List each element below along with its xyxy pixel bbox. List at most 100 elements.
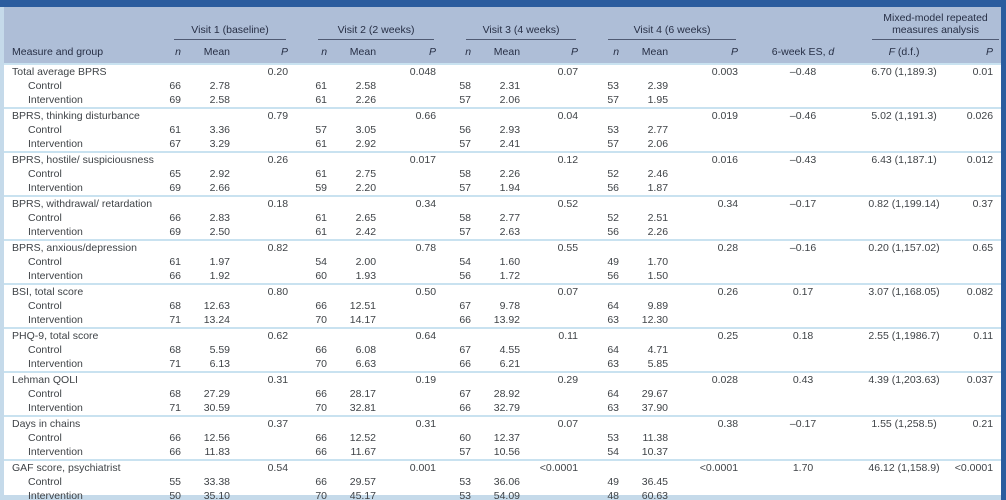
n-cell: 71: [169, 314, 181, 326]
n-cell: [444, 64, 476, 79]
group-label-cell: Intervention: [28, 446, 83, 458]
mean-cell: [476, 196, 528, 211]
f-statistic-cell: 6.70 (1,189.3): [871, 66, 937, 78]
n-cell: 67: [459, 388, 472, 400]
visit-p-cell: [676, 445, 746, 460]
column-header-f: F (d.f.): [860, 40, 949, 64]
visit-p-cell: [384, 313, 444, 328]
visit-p-cell: [238, 93, 296, 108]
spacer-cell: [746, 7, 861, 40]
mean-cell: 27.29: [203, 388, 230, 400]
mean-cell: [332, 372, 384, 387]
effect-size-cell: [746, 343, 860, 357]
column-header-measure: Measure and group: [4, 40, 152, 64]
visit-p-cell: [384, 475, 444, 489]
visit-p-cell: [676, 93, 746, 108]
n-cell: [296, 196, 332, 211]
visit-p-cell: 0.66: [415, 110, 437, 122]
mean-cell: 1.93: [355, 270, 377, 282]
measure-name-cell: BPRS, hostile/ suspiciousness: [12, 154, 154, 166]
mean-cell: [332, 108, 384, 123]
n-cell: [444, 152, 476, 167]
mixed-model-label-line2: measures analysis: [892, 24, 980, 36]
mean-cell: [624, 460, 676, 475]
mean-cell: [624, 196, 676, 211]
visit-p-cell: 0.26: [717, 286, 739, 298]
data-row: Intervention 71 6.13 70 6.63 66 6.21 63 5.85: [4, 357, 1001, 372]
mean-cell: 2.92: [355, 138, 377, 150]
n-cell: 68: [169, 388, 181, 400]
n-cell: 61: [315, 138, 328, 150]
n-cell: 64: [607, 344, 620, 356]
n-cell: 66: [315, 446, 328, 458]
n-cell: 66: [169, 432, 181, 444]
n-cell: 68: [169, 344, 181, 356]
visit-p-cell: 0.016: [711, 154, 739, 166]
mean-cell: [332, 152, 384, 167]
visit-p-cell: [238, 181, 296, 196]
mean-cell: 2.20: [355, 182, 377, 194]
es-d-symbol: d: [828, 46, 835, 58]
model-p-cell: [948, 79, 1001, 93]
mean-cell: [186, 196, 238, 211]
group-label-cell: Intervention: [28, 358, 83, 370]
n-cell: [152, 196, 186, 211]
mean-cell: [476, 284, 528, 299]
n-cell: 67: [459, 344, 472, 356]
table-header: Visit 1 (baseline) Visit 2 (2 weeks) Vis…: [4, 7, 1002, 64]
mean-cell: 2.26: [499, 168, 521, 180]
n-cell: [296, 372, 332, 387]
model-p-cell: 0.21: [972, 418, 994, 430]
n-cell: [586, 240, 624, 255]
visit-p-cell: [238, 475, 296, 489]
visit-p-cell: 0.048: [409, 66, 437, 78]
visit-p-cell: 0.82: [267, 242, 289, 254]
mean-cell: 36.06: [493, 476, 521, 488]
model-p-cell: 0.026: [966, 110, 994, 122]
mean-cell: [624, 240, 676, 255]
visit-p-cell: 0.19: [415, 374, 437, 386]
mean-cell: 6.08: [355, 344, 377, 356]
n-cell: 57: [607, 94, 620, 106]
n-cell: [586, 196, 624, 211]
n-cell: 63: [607, 402, 620, 414]
visit-p-cell: [238, 445, 296, 460]
visit-p-cell: [676, 255, 746, 269]
mean-cell: [186, 108, 238, 123]
mean-cell: [332, 460, 384, 475]
visit-p-cell: [528, 211, 586, 225]
statistics-table: Visit 1 (baseline) Visit 2 (2 weeks) Vis…: [4, 7, 1002, 500]
n-cell: 67: [459, 300, 472, 312]
mean-cell: 1.94: [499, 182, 521, 194]
mean-cell: 5.59: [209, 344, 230, 356]
effect-size-cell: 0.17: [792, 286, 814, 298]
model-p-cell: [948, 401, 1001, 416]
model-p-cell: [948, 489, 1001, 500]
mean-cell: 3.05: [355, 124, 377, 136]
f-statistic-cell: [860, 255, 948, 269]
data-row: Control 61 1.97 54 2.00 54 1.60 49 1.70: [4, 255, 1001, 269]
n-cell: 60: [315, 270, 328, 282]
mean-cell: 2.50: [209, 226, 230, 238]
visit-p-cell: [384, 343, 444, 357]
visit-p-cell: [528, 93, 586, 108]
mean-cell: 2.06: [499, 94, 521, 106]
visit-p-cell: [528, 401, 586, 416]
n-cell: [586, 460, 624, 475]
visit-p-cell: [384, 211, 444, 225]
model-p-cell: [948, 225, 1001, 240]
n-cell: 60: [459, 432, 472, 444]
n-cell: [152, 284, 186, 299]
effect-size-cell: [746, 299, 860, 313]
mean-cell: 6.13: [209, 358, 230, 370]
mean-cell: 2.06: [647, 138, 669, 150]
effect-size-cell: [746, 269, 860, 284]
group-label-cell: Control: [28, 256, 62, 268]
visit-p-cell: [528, 489, 586, 500]
f-statistic-cell: [860, 313, 948, 328]
mean-cell: [186, 284, 238, 299]
group-label-cell: Intervention: [28, 226, 83, 238]
mean-cell: 10.37: [641, 446, 669, 458]
n-cell: 66: [459, 358, 472, 370]
n-cell: 65: [169, 168, 181, 180]
